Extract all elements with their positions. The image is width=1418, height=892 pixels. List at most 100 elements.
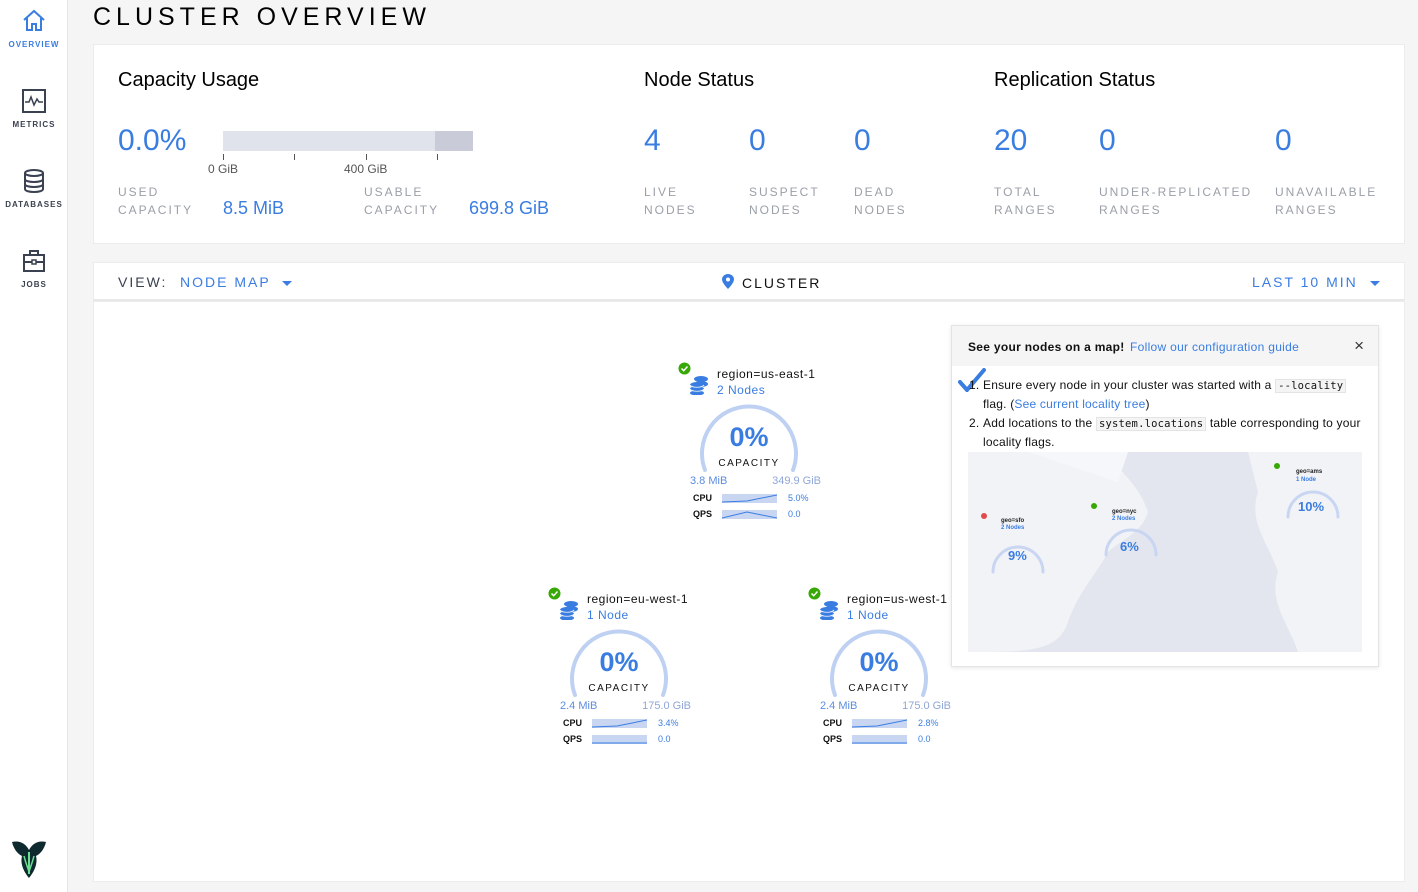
page-title: CLUSTER OVERVIEW [93,3,431,31]
capacity-gauge [570,629,668,697]
cpu-sparkline [852,719,907,728]
view-label: VIEW: [118,274,168,290]
used-capacity-value: 8.5 MiB [223,198,285,218]
usable-capacity-value: 699.8 GiB [469,198,550,218]
configuration-guide-link[interactable]: Follow our configuration guide [1130,340,1300,354]
cpu-sparkline [592,719,647,728]
time-range-selected: LAST 10 MIN [1252,274,1358,290]
cpu-label: CPU [693,493,713,503]
region-name: region=eu-west-1 [587,592,689,606]
tick [294,154,295,160]
region-node-count: 2 Nodes [717,383,766,397]
sidebar: OVERVIEW METRICS DATABASES JOBS [0,0,68,892]
capacity-label: CAPACITY [588,683,650,694]
chevron-down-icon [1369,280,1380,286]
unavailable-ranges-label: UNAVAILABLE RANGES [1275,185,1378,217]
locality-tree-link[interactable]: See current locality tree [1014,397,1146,411]
used-value: 2.4 MiB [820,700,858,712]
dead-nodes-label: DEAD NODES [854,185,907,217]
node-status-title: Node Status [644,69,755,91]
map-region-percent: 10% [1298,499,1324,514]
map-region-count: 1 Node [1296,477,1317,483]
map-region-count: 2 Nodes [1112,516,1136,522]
status-ok-icon [678,362,691,375]
qps-label: QPS [823,734,843,744]
replication-title: Replication Status [994,69,1156,91]
qps-label: QPS [693,509,713,519]
region-name: region=us-west-1 [847,592,948,606]
map-region-percent: 9% [1008,548,1027,563]
total-ranges-label: TOTAL RANGES [994,185,1057,217]
sidebar-item-label: JOBS [21,280,47,289]
tick [366,154,367,160]
sidebar-item-label: DATABASES [5,200,63,209]
tick-label: 0 GiB [208,162,239,176]
cockroach-logo[interactable] [10,838,48,880]
capacity-gauge [830,629,928,697]
breadcrumb-cluster[interactable]: CLUSTER [722,274,821,291]
used-capacity-label: USED CAPACITY [118,185,194,217]
sidebar-item-jobs[interactable]: JOBS [0,248,68,289]
unavailable-ranges-value: 0 [1275,124,1292,157]
map-region-name: geo=sfo [1001,518,1025,524]
tick [437,154,438,160]
live-nodes-label: LIVE NODES [644,185,697,217]
status-ok-icon [808,587,821,600]
sidebar-item-databases[interactable]: DATABASES [0,168,68,209]
example-map-image: geo=sfo 2 Nodes 9% geo=nyc 2 Nodes 6% ge… [968,452,1362,652]
popup-header: See your nodes on a map! Follow our conf… [952,326,1378,366]
capacity-percent: 0.0% [118,124,187,157]
briefcase-icon [23,250,45,272]
setup-steps: Ensure every node in your cluster was st… [983,376,1363,452]
live-nodes-value: 4 [644,124,661,157]
time-range-dropdown[interactable]: LAST 10 MIN [1252,274,1380,290]
suspect-nodes-label: SUSPECT NODES [749,185,820,217]
qps-value: 0.0 [918,734,931,744]
qps-value: 0.0 [788,509,801,519]
region-node-us-west-1[interactable]: region=us-west-1 1 Node 0% CAPACITY 2.4 … [808,587,968,757]
database-icon [24,169,44,193]
checkmark-icon [958,368,986,392]
close-icon[interactable]: × [1354,336,1364,355]
capacity-bar-fill [435,131,473,151]
total-value: 175.0 GiB [642,700,691,712]
world-map-illustration: geo=sfo 2 Nodes 9% geo=nyc 2 Nodes 6% ge… [968,452,1362,652]
view-dropdown[interactable]: NODE MAP [180,274,293,290]
cpu-label: CPU [563,718,583,728]
sidebar-item-metrics[interactable]: METRICS [0,88,68,129]
capacity-percent: 0% [599,647,639,677]
map-region-name: geo=ams [1296,469,1323,475]
tick-label: 400 GiB [344,162,388,176]
region-node-us-east-1[interactable]: region=us-east-1 2 Nodes 0% CAPACITY 3.8… [678,362,838,532]
region-node-count: 1 Node [587,608,629,622]
under-replicated-value: 0 [1099,124,1116,157]
capacity-label: CAPACITY [848,683,910,694]
location-pin-icon [722,274,734,289]
chevron-down-icon [282,280,293,286]
qps-sparkline [722,510,777,519]
capacity-gauge [700,404,798,472]
usable-capacity-label: USABLE CAPACITY [364,185,440,217]
map-region-percent: 6% [1120,539,1139,554]
capacity-bar [223,131,473,151]
metrics-icon [22,89,46,113]
database-stack-icon [819,601,838,620]
database-stack-icon [689,376,708,395]
view-bar: VIEW: NODE MAP CLUSTER LAST 10 MIN [93,262,1405,301]
sidebar-item-overview[interactable]: OVERVIEW [0,8,68,49]
capacity-percent: 0% [729,422,769,452]
dead-nodes-value: 0 [854,124,871,157]
cpu-value: 5.0% [788,493,809,503]
qps-value: 0.0 [658,734,671,744]
region-name: region=us-east-1 [717,367,816,381]
sidebar-item-label: METRICS [12,120,56,129]
home-icon [23,9,45,31]
suspect-nodes-value: 0 [749,124,766,157]
map-region-name: geo=nyc [1112,509,1137,515]
view-selected: NODE MAP [180,274,271,290]
region-node-eu-west-1[interactable]: region=eu-west-1 1 Node 0% CAPACITY 2.4 … [548,587,708,757]
setup-step: Ensure every node in your cluster was st… [983,376,1363,413]
capacity-title: Capacity Usage [118,69,260,91]
total-ranges-value: 20 [994,124,1028,157]
used-value: 3.8 MiB [690,475,728,487]
